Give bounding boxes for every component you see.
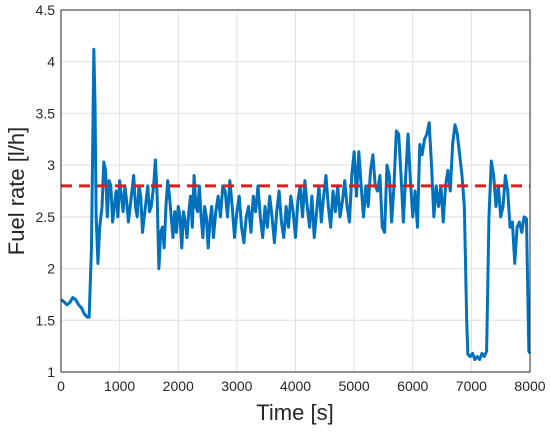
x-tick-label: 7000 (456, 378, 487, 394)
x-tick-label: 1000 (104, 378, 135, 394)
y-tick-label: 2.5 (36, 209, 56, 225)
data-line (60, 47, 532, 362)
y-tick-label: 3.5 (36, 105, 56, 121)
x-tick-label: 4000 (280, 378, 311, 394)
x-tick-label: 0 (57, 378, 65, 394)
x-tick-label: 8000 (514, 378, 545, 394)
y-tick-label: 1 (47, 364, 55, 380)
x-axis-label: Time [s] (256, 400, 333, 425)
y-tick-label: 1.5 (36, 312, 56, 328)
x-tick-label: 6000 (397, 378, 428, 394)
y-tick-label: 2 (47, 261, 55, 277)
y-tick-label: 4 (47, 54, 55, 70)
y-tick-label: 3 (47, 157, 55, 173)
x-tick-label: 3000 (221, 378, 252, 394)
plot-border (60, 9, 531, 373)
y-tick-label: 4.5 (36, 2, 56, 18)
x-tick-label: 5000 (339, 378, 370, 394)
y-axis-label: Fuel rate [l/h] (4, 127, 29, 255)
x-tick-label: 2000 (163, 378, 194, 394)
